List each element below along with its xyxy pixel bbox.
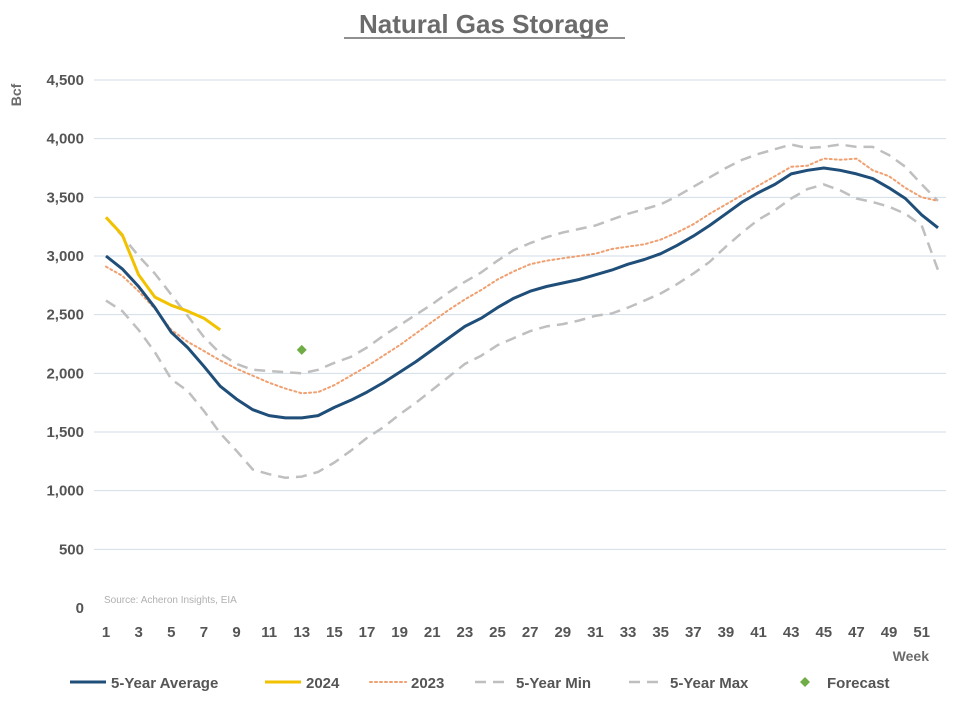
- y-tick-label: 2,000: [46, 365, 84, 382]
- x-tick-label: 19: [391, 624, 408, 641]
- y-tick-label: 4,500: [46, 72, 84, 89]
- y-tick-label: 4,000: [46, 131, 84, 148]
- series-line-5-year-max: [105, 143, 939, 375]
- series-lines: [104, 143, 940, 480]
- x-tick-label: 39: [718, 624, 735, 641]
- x-tick-label: 31: [587, 624, 604, 641]
- forecast-point: [296, 344, 307, 355]
- x-tick-label: 5: [167, 624, 175, 641]
- x-tick-labels: 1 3 5 7 9 11 13 15 17 19 21 23 25 27 29 31 33 35 37 39 41 43 4…: [102, 624, 930, 641]
- x-tick-label: 27: [522, 624, 539, 641]
- x-tick-label: 43: [783, 624, 800, 641]
- y-tick-label: 3,500: [46, 189, 84, 206]
- x-tick-label: 17: [359, 624, 376, 641]
- x-tick-label: 1: [102, 624, 110, 641]
- x-tick-label: 49: [881, 624, 898, 641]
- y-tick-label: 2,500: [46, 307, 84, 324]
- y-tick-labels: 0 500 1,000 1,500 2,000 2,500 3,000 3,500 4,000 4…: [46, 72, 84, 617]
- legend-swatch-forecast: [800, 677, 810, 687]
- x-tick-label: 41: [750, 624, 767, 641]
- x-tick-label: 9: [232, 624, 240, 641]
- legend-label-5-year-average: 5-Year Average: [111, 675, 218, 692]
- series-line-5-year-average: [105, 166, 939, 420]
- gridlines: [94, 79, 946, 550]
- x-tick-label: 33: [620, 624, 637, 641]
- x-tick-label: 15: [326, 624, 343, 641]
- x-tick-label: 45: [815, 624, 832, 641]
- x-tick-label: 11: [261, 624, 277, 641]
- x-tick-label: 21: [424, 624, 441, 641]
- x-tick-label: 13: [293, 624, 310, 641]
- y-tick-label: 3,000: [46, 248, 84, 265]
- x-tick-label: 23: [457, 624, 474, 641]
- y-tick-label: 1,000: [46, 483, 84, 500]
- x-tick-label: 29: [554, 624, 571, 641]
- y-axis-label: Bcf: [8, 83, 24, 106]
- x-tick-label: 35: [652, 624, 669, 641]
- y-tick-label: 1,500: [46, 424, 84, 441]
- legend-label-2024: 2024: [306, 675, 340, 692]
- x-tick-label: 3: [134, 624, 142, 641]
- legend-label-5-year-min: 5-Year Min: [516, 675, 591, 692]
- series-line-2024: [104, 216, 222, 332]
- series-line-5-year-min: [105, 183, 940, 480]
- legend: 5-Year Average 2024 2023 5-Year Min 5-Year M…: [70, 675, 890, 692]
- y-tick-label: 500: [59, 541, 84, 558]
- x-tick-label: 51: [913, 624, 930, 641]
- legend-label-forecast: Forecast: [827, 675, 890, 692]
- x-tick-label: 37: [685, 624, 702, 641]
- chart-title: Natural Gas Storage: [359, 9, 609, 39]
- legend-label-5-year-max: 5-Year Max: [670, 675, 749, 692]
- x-axis-label: Week: [893, 648, 930, 664]
- x-tick-label: 7: [200, 624, 208, 641]
- x-tick-label: 47: [848, 624, 865, 641]
- source-note: Source: Acheron Insights, EIA: [104, 595, 237, 606]
- legend-label-2023: 2023: [411, 675, 444, 692]
- y-tick-label: 0: [76, 600, 84, 617]
- x-tick-label: 25: [489, 624, 506, 641]
- series-line-2023: [105, 157, 939, 395]
